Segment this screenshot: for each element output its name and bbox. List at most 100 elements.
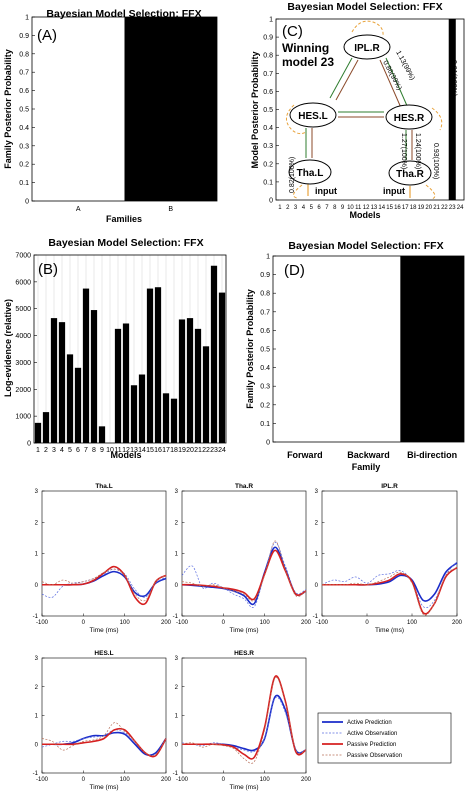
b-xtick-label: 16: [154, 447, 162, 454]
b-xtick-label: 19: [178, 447, 186, 454]
legend-label-passive-prediction: Passive Prediction: [347, 742, 396, 748]
erp-xtick-label: -100: [176, 620, 189, 626]
b-bar-3: [50, 318, 58, 443]
edge-ipl-hesl-bwd: [335, 59, 359, 101]
c-ytick-label: 0.5: [263, 107, 273, 114]
c-xtick-label: 1: [278, 205, 282, 211]
b-xtick-label: 15: [146, 447, 154, 454]
node-ipl-r-label: IPL.R: [354, 43, 380, 54]
erp-ytick-label: 1: [175, 552, 179, 558]
b-bar-23: [210, 265, 218, 443]
b-bar-17: [162, 393, 170, 443]
c-xtick-label: 8: [333, 205, 337, 211]
erp-ytick-label: 2: [35, 520, 39, 526]
a-ytick-label: 0.8: [19, 51, 29, 58]
erp-xtick-label: 0: [222, 620, 226, 626]
erp-plot-hes-r: HES.R -1 0 1 2 3 -100 0 100 200 Time (ms): [173, 650, 312, 791]
erp-xtick-label: 200: [161, 620, 172, 626]
panel-c-xlabel: Models: [349, 210, 380, 220]
panel-d-label: (D): [284, 262, 305, 279]
b-xtick-label: 7: [84, 447, 88, 454]
erp-line-active-observation: [321, 561, 458, 609]
erp-xlabel: Time (ms): [89, 627, 118, 634]
panel-a-xlabel: Families: [106, 214, 142, 224]
panel-b-label: (B): [38, 261, 58, 278]
erp-xtick-label: -100: [176, 777, 189, 783]
panel-d: Bayesian Model Selection: FFX 0 0.1 0.2 0.3…: [245, 240, 465, 472]
erp-ytick-label: 1: [315, 552, 319, 558]
erp-xtick-label: 0: [82, 620, 86, 626]
node-tha-r-label: Tha.R: [396, 169, 425, 180]
c-ytick-label: 0.9: [263, 35, 273, 42]
b-xtick-label: 20: [186, 447, 194, 454]
panel-d-xlabel: Family: [352, 462, 381, 472]
d-xtick-label: Backward: [347, 450, 390, 460]
erp-title-ipl-r: IPL.R: [381, 483, 398, 490]
erp-xtick-label: 200: [301, 777, 312, 783]
node-hes-r: [385, 104, 433, 130]
b-bar-19: [178, 319, 186, 443]
erp-line-passive-prediction: [182, 675, 307, 760]
b-ytick-label: 7000: [15, 253, 31, 260]
edge-label-thar-self: 0.93(100%): [432, 143, 439, 179]
b-ytick-label: 1000: [15, 414, 31, 421]
b-xtick-label: 24: [218, 447, 226, 454]
erp-ytick-label: 2: [175, 520, 179, 526]
erp-ytick-label: 1: [35, 714, 39, 720]
c-xtick-label: 14: [378, 205, 385, 211]
erp-xtick-label: -100: [316, 620, 329, 626]
b-xtick-label: 9: [100, 447, 104, 454]
c-xtick-label: 5: [310, 205, 314, 211]
erp-ytick-label: 0: [35, 583, 39, 589]
erp-xtick-label: 0: [82, 777, 86, 783]
legend-label-active-prediction: Active Prediction: [347, 720, 392, 726]
b-xtick-label: 4: [60, 447, 64, 454]
c-xtick-label: 7: [325, 205, 329, 211]
erp-xtick-label: 200: [452, 620, 463, 626]
b-bar-8: [90, 310, 98, 443]
erp-xtick-label: 100: [120, 620, 131, 626]
b-ytick-label: 0: [27, 441, 31, 448]
node-hes-l-label: HES.L: [298, 111, 327, 122]
panel-c-title: Bayesian Model Selection: FFX: [287, 1, 442, 13]
erp-line-active-observation: [181, 696, 307, 754]
panel-d-title: Bayesian Model Selection: FFX: [288, 240, 443, 252]
self-loop-thal: [292, 184, 303, 199]
erp-ytick-label: -1: [173, 614, 179, 620]
erp-xtick-label: -100: [36, 777, 49, 783]
b-bar-18: [170, 398, 178, 443]
b-ytick-label: 2000: [15, 387, 31, 394]
b-bar-6: [74, 367, 82, 443]
b-bar-21: [194, 328, 202, 443]
erp-line-active-observation: [41, 568, 167, 598]
erp-ytick-label: -1: [173, 771, 179, 777]
d-ytick-label: 0.2: [260, 402, 270, 409]
self-loop-hesr: [431, 107, 443, 131]
a-ytick-label: 0.9: [19, 33, 29, 40]
b-bar-11: [114, 328, 122, 443]
d-ytick-label: 0.1: [260, 421, 270, 428]
c-xtick-label: 3: [294, 205, 298, 211]
node-hes-l: [289, 102, 337, 128]
erp-line-active-observation: [41, 729, 167, 756]
c-xtick-label: 17: [402, 205, 409, 211]
erp-xtick-label: 100: [260, 620, 271, 626]
panel-b-title: Bayesian Model Selection: FFX: [48, 237, 203, 249]
a-ytick-label: 0.7: [19, 70, 29, 77]
erp-plot-hes-l: HES.L -1 0 1 2 3 -100 0 100 200 Time (ms): [33, 650, 172, 791]
d-xtick-label: Bi-direction: [407, 450, 457, 460]
c-xtick-label: 16: [394, 205, 401, 211]
a-ytick-label: 0.3: [19, 143, 29, 150]
b-xtick-label: 18: [170, 447, 178, 454]
d-ytick-label: 0.7: [260, 309, 270, 316]
erp-ytick-label: 0: [175, 583, 179, 589]
panel-a-label: (A): [37, 27, 57, 44]
input-label-left: input: [315, 186, 337, 196]
b-xtick-label: 13: [130, 447, 138, 454]
b-bar-1: [34, 422, 42, 443]
c-ytick-label: 0.1: [263, 179, 273, 186]
edge-ipl-hesr-bwd: [379, 59, 403, 111]
winning-label-line2: model 23: [282, 55, 334, 69]
c-ytick-label: 0.4: [263, 125, 273, 132]
